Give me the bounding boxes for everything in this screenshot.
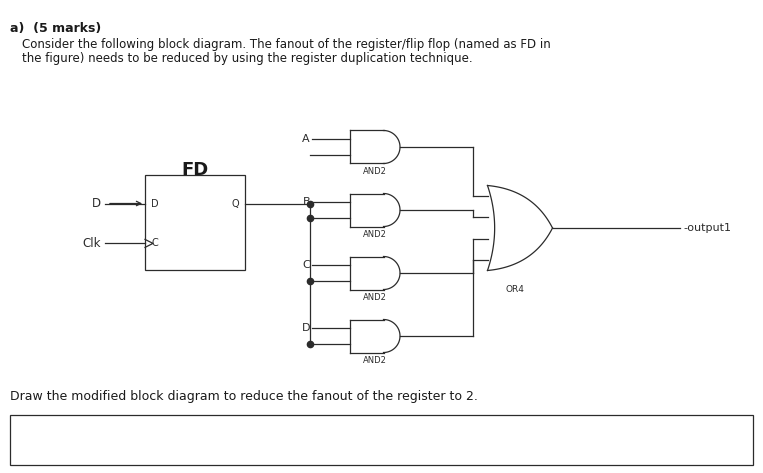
Text: FD: FD	[182, 161, 208, 179]
Text: C: C	[302, 260, 310, 270]
Text: D: D	[301, 323, 310, 333]
Text: the figure) needs to be reduced by using the register duplication technique.: the figure) needs to be reduced by using…	[22, 52, 472, 65]
Text: -output1: -output1	[683, 223, 731, 233]
Text: B: B	[302, 197, 310, 207]
Text: A: A	[302, 134, 310, 144]
Text: D: D	[92, 197, 101, 210]
Bar	[10, 415, 753, 465]
Text: C: C	[151, 238, 158, 248]
Bar	[145, 175, 245, 270]
Text: Q: Q	[231, 199, 239, 209]
Text: AND2: AND2	[363, 166, 387, 175]
Text: AND2: AND2	[363, 229, 387, 238]
Text: OR4: OR4	[506, 284, 524, 294]
Text: Consider the following block diagram. The fanout of the register/flip flop (name: Consider the following block diagram. Th…	[22, 38, 551, 51]
Text: D: D	[151, 199, 159, 209]
Text: AND2: AND2	[363, 292, 387, 301]
Text: a)  (5 marks): a) (5 marks)	[10, 22, 101, 35]
Text: AND2: AND2	[363, 356, 387, 365]
Text: Clk: Clk	[82, 237, 101, 250]
Text: Draw the modified block diagram to reduce the fanout of the register to 2.: Draw the modified block diagram to reduc…	[10, 390, 478, 403]
